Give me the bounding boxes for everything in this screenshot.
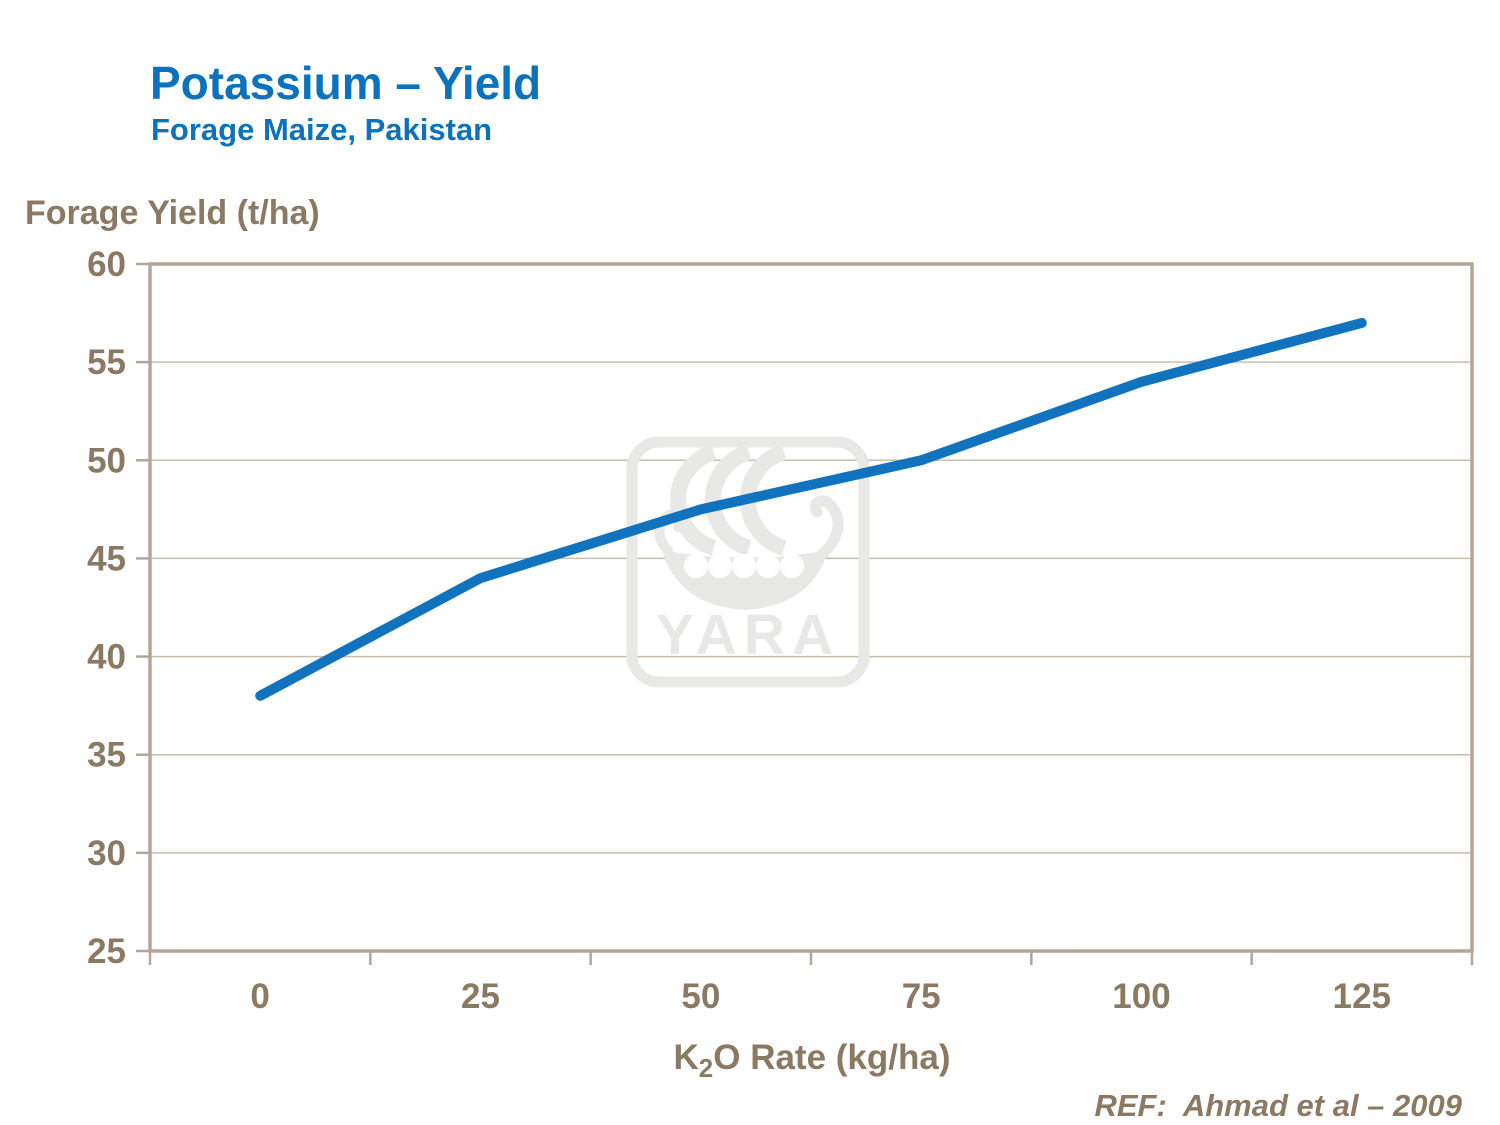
- y-tick-label: 40: [87, 638, 126, 677]
- y-tick-label: 30: [87, 834, 126, 873]
- y-tick-labels: 25 30 35 40 45 50 55 60: [87, 245, 126, 971]
- watermark-shield-icon: [732, 554, 756, 578]
- axis-ticks: [136, 262, 1474, 965]
- x-tick-label: 75: [902, 977, 941, 1016]
- page-subtitle: Forage Maize, Pakistan: [151, 112, 493, 147]
- yara-watermark-logo: YARA: [626, 436, 870, 688]
- watermark-wordmark: YARA: [656, 603, 840, 667]
- y-tick-label: 55: [87, 343, 126, 382]
- x-axis-title: K2O Rate (kg/ha): [673, 1038, 951, 1081]
- x-tick-label: 25: [461, 977, 500, 1016]
- watermark-shield-icon: [684, 554, 708, 578]
- watermark-sail-icon: [670, 444, 717, 556]
- y-tick-label: 35: [87, 736, 126, 775]
- x-axis-title-base: K: [673, 1038, 699, 1077]
- y-axis-title: Forage Yield (t/ha): [25, 194, 320, 232]
- reference-citation: REF: Ahmad et al – 2009: [1094, 1088, 1462, 1123]
- x-axis-title-subscript: 2: [698, 1053, 714, 1083]
- x-axis-title-rest: O Rate (kg/ha): [713, 1038, 951, 1077]
- x-tick-labels: 0 25 50 75 100 125: [250, 977, 1391, 1016]
- yield-line-series: [255, 317, 1367, 701]
- page-title: Potassium – Yield: [150, 57, 542, 109]
- y-tick-label: 50: [87, 441, 126, 480]
- watermark-sail-icon: [705, 444, 752, 556]
- x-tick-label: 0: [250, 977, 269, 1016]
- y-tick-label: 60: [87, 245, 126, 284]
- x-tick-label: 100: [1112, 977, 1170, 1016]
- watermark-prow-neck-icon: [810, 495, 844, 560]
- y-tick-label: 25: [87, 932, 126, 971]
- x-tick-label: 50: [681, 977, 720, 1016]
- y-tick-label: 45: [87, 539, 126, 578]
- watermark-frame: [626, 436, 870, 688]
- watermark-shield-icon: [780, 554, 804, 578]
- x-tick-label: 125: [1333, 977, 1391, 1016]
- watermark-shield-icon: [756, 554, 780, 578]
- watermark-shield-icon: [708, 554, 732, 578]
